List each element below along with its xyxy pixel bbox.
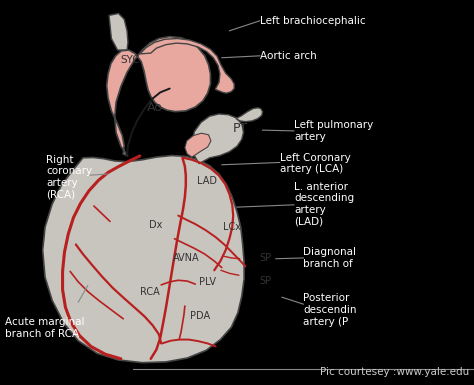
Text: Ao: Ao <box>147 101 163 114</box>
Text: Dx: Dx <box>149 220 163 230</box>
Text: Left Coronary
artery (LCA): Left Coronary artery (LCA) <box>280 153 350 174</box>
Text: RCA: RCA <box>140 287 160 297</box>
Polygon shape <box>140 38 234 93</box>
Text: Aortic arch: Aortic arch <box>260 51 317 61</box>
Text: PDA: PDA <box>190 311 210 321</box>
Text: AVNA: AVNA <box>173 253 200 263</box>
Text: Right
coronary
artery
(RCA): Right coronary artery (RCA) <box>46 155 92 199</box>
Text: LCx: LCx <box>223 222 241 232</box>
Polygon shape <box>107 37 210 156</box>
Text: Left pulmonary
artery: Left pulmonary artery <box>294 120 373 142</box>
Text: Pic courtesey :www.yale.edu: Pic courtesey :www.yale.edu <box>320 367 469 377</box>
Text: SYC: SYC <box>121 55 140 65</box>
Polygon shape <box>109 13 128 50</box>
Polygon shape <box>43 156 244 363</box>
Text: Diagnonal
branch of: Diagnonal branch of <box>303 247 356 269</box>
Text: Posterior
descendin
artery (P: Posterior descendin artery (P <box>303 293 357 326</box>
Text: Left brachiocephalic: Left brachiocephalic <box>260 16 365 26</box>
Polygon shape <box>192 114 244 164</box>
Text: PLV: PLV <box>199 277 216 287</box>
Polygon shape <box>185 133 211 157</box>
Polygon shape <box>236 108 263 122</box>
Text: LAD: LAD <box>197 176 217 186</box>
Text: SP: SP <box>260 276 272 286</box>
Text: L. anterior
descending
artery
(LAD): L. anterior descending artery (LAD) <box>294 182 354 226</box>
Text: SP: SP <box>260 253 272 263</box>
Text: Acute marginal
branch of RCA: Acute marginal branch of RCA <box>5 317 84 339</box>
Text: PT: PT <box>232 122 247 136</box>
